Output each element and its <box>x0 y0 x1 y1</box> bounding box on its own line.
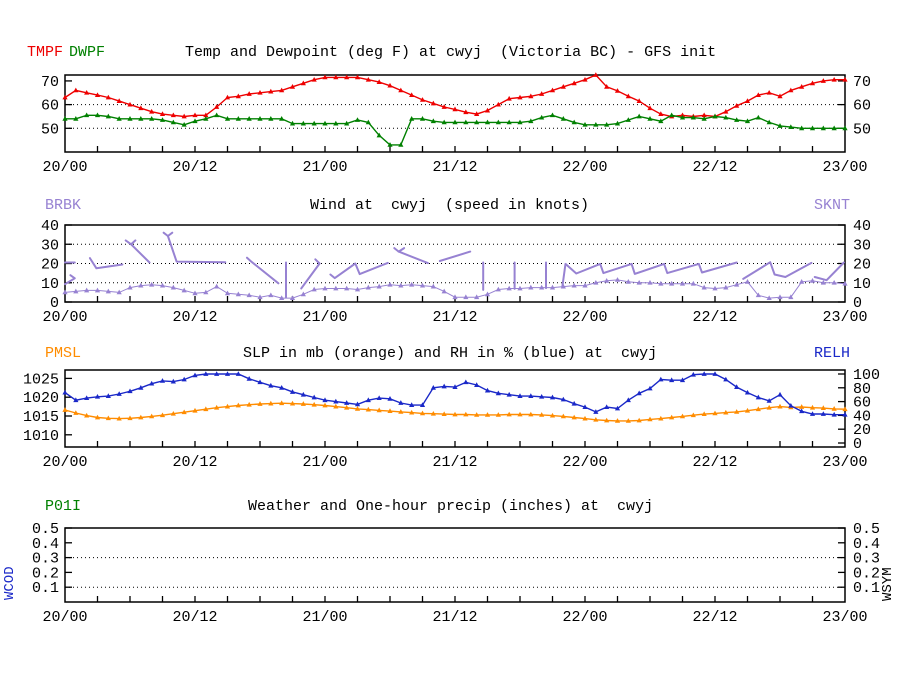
legend-pmsl: PMSL <box>45 345 82 362</box>
svg-text:100: 100 <box>853 367 880 384</box>
precip-panel-title: Weather and One-hour precip (inches) at … <box>248 498 654 515</box>
svg-text:0.5: 0.5 <box>32 521 59 538</box>
svg-text:22/00: 22/00 <box>562 454 607 471</box>
svg-text:21/00: 21/00 <box>302 159 347 176</box>
wsym-label: WSYM <box>880 567 896 601</box>
svg-text:20/12: 20/12 <box>172 309 217 326</box>
svg-text:0.3: 0.3 <box>853 551 880 568</box>
svg-text:40: 40 <box>853 408 871 425</box>
svg-text:60: 60 <box>853 98 871 115</box>
svg-text:70: 70 <box>41 74 59 91</box>
svg-text:0.2: 0.2 <box>32 565 59 582</box>
svg-text:21/00: 21/00 <box>302 309 347 326</box>
svg-text:0.5: 0.5 <box>853 521 880 538</box>
svg-text:10: 10 <box>41 276 59 293</box>
svg-text:0.1: 0.1 <box>853 580 880 597</box>
svg-text:23/00: 23/00 <box>822 309 867 326</box>
svg-text:1010: 1010 <box>23 428 59 445</box>
svg-text:1025: 1025 <box>23 371 59 388</box>
svg-text:20/00: 20/00 <box>42 309 87 326</box>
svg-text:0.2: 0.2 <box>853 565 880 582</box>
svg-text:22/00: 22/00 <box>562 159 607 176</box>
temp-panel-title: Temp and Dewpoint (deg F) at cwyj (Victo… <box>185 44 717 61</box>
svg-text:22/12: 22/12 <box>692 159 737 176</box>
svg-text:0.4: 0.4 <box>32 536 59 553</box>
svg-text:22/12: 22/12 <box>692 309 737 326</box>
svg-text:60: 60 <box>41 98 59 115</box>
svg-text:20: 20 <box>853 422 871 439</box>
svg-text:40: 40 <box>41 218 59 235</box>
legend-tmpf: TMPF <box>27 44 64 61</box>
svg-text:30: 30 <box>41 237 59 254</box>
slp-rh-panel-title: SLP in mb (orange) and RH in % (blue) at… <box>243 345 658 362</box>
svg-text:1015: 1015 <box>23 409 59 426</box>
svg-text:40: 40 <box>853 218 871 235</box>
svg-text:20: 20 <box>41 257 59 274</box>
svg-text:80: 80 <box>853 381 871 398</box>
svg-text:21/12: 21/12 <box>432 609 477 626</box>
svg-text:60: 60 <box>853 395 871 412</box>
svg-text:10: 10 <box>853 276 871 293</box>
wind-panel-title: Wind at cwyj (speed in knots) <box>310 197 590 214</box>
svg-text:0: 0 <box>50 295 59 312</box>
svg-text:0: 0 <box>853 436 862 453</box>
svg-text:0: 0 <box>853 295 862 312</box>
svg-text:0.4: 0.4 <box>853 536 880 553</box>
svg-text:21/00: 21/00 <box>302 454 347 471</box>
svg-text:20/12: 20/12 <box>172 609 217 626</box>
wcod-label: WCOD <box>2 566 18 600</box>
svg-text:23/00: 23/00 <box>822 159 867 176</box>
svg-text:20/12: 20/12 <box>172 454 217 471</box>
svg-text:20/12: 20/12 <box>172 159 217 176</box>
svg-text:30: 30 <box>853 237 871 254</box>
svg-text:22/00: 22/00 <box>562 609 607 626</box>
svg-text:20/00: 20/00 <box>42 454 87 471</box>
svg-text:20/00: 20/00 <box>42 609 87 626</box>
svg-text:23/00: 23/00 <box>822 454 867 471</box>
svg-text:0.1: 0.1 <box>32 580 59 597</box>
svg-text:23/00: 23/00 <box>822 609 867 626</box>
svg-text:22/00: 22/00 <box>562 309 607 326</box>
svg-text:1020: 1020 <box>23 390 59 407</box>
svg-text:21/12: 21/12 <box>432 309 477 326</box>
svg-text:70: 70 <box>853 74 871 91</box>
svg-text:22/12: 22/12 <box>692 454 737 471</box>
legend-relh: RELH <box>814 345 851 362</box>
legend-sknt: SKNT <box>814 197 851 214</box>
svg-text:22/12: 22/12 <box>692 609 737 626</box>
legend-dwpf: DWPF <box>69 44 106 61</box>
svg-text:50: 50 <box>853 121 871 138</box>
svg-text:21/12: 21/12 <box>432 159 477 176</box>
legend-p01i: P01I <box>45 498 82 515</box>
svg-text:0.3: 0.3 <box>32 551 59 568</box>
svg-text:21/00: 21/00 <box>302 609 347 626</box>
svg-text:50: 50 <box>41 121 59 138</box>
svg-text:20/00: 20/00 <box>42 159 87 176</box>
svg-text:21/12: 21/12 <box>432 454 477 471</box>
legend-brbk: BRBK <box>45 197 82 214</box>
svg-text:20: 20 <box>853 257 871 274</box>
